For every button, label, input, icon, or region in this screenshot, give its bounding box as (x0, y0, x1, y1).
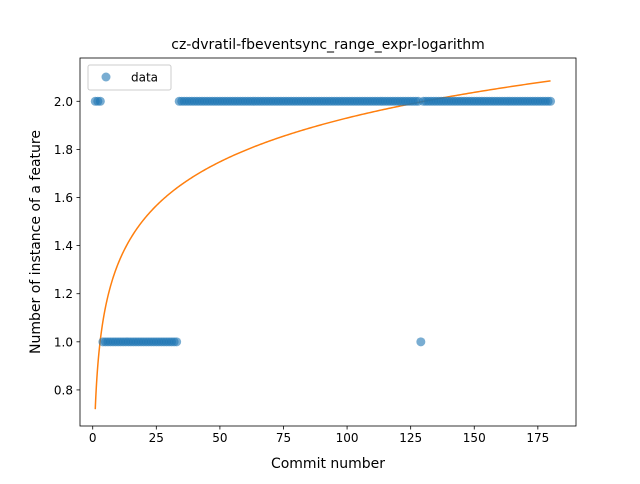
x-tick-label: 175 (526, 431, 549, 445)
x-tick-label: 50 (212, 431, 227, 445)
x-tick-label: 125 (399, 431, 422, 445)
y-tick-label: 2.0 (54, 95, 73, 109)
data-point (95, 96, 105, 106)
legend-label-data: data (131, 71, 158, 85)
y-tick-label: 0.8 (54, 383, 73, 397)
x-axis-ticks: 0 25 50 75 100 125 150 175 (89, 426, 549, 445)
axes-frame (79, 57, 577, 427)
y-axis-ticks: 0.8 1.0 1.2 1.4 1.6 1.8 2.0 (54, 95, 80, 397)
x-axis-label: Commit number (271, 456, 385, 472)
legend: data (87, 64, 172, 91)
data-point (172, 337, 182, 347)
x-tick-label: 100 (336, 431, 359, 445)
data-point (546, 96, 556, 106)
data-points-layer (90, 96, 556, 347)
y-tick-label: 1.2 (54, 287, 73, 301)
y-tick-label: 1.0 (54, 335, 73, 349)
chart-title: cz-dvratil-fbeventsync_range_expr-logari… (171, 37, 485, 53)
y-tick-label: 1.6 (54, 191, 73, 205)
y-tick-label: 1.8 (54, 143, 73, 157)
legend-box (87, 64, 172, 91)
y-tick-label: 1.4 (54, 239, 73, 253)
data-point (416, 337, 426, 347)
x-tick-label: 25 (149, 431, 164, 445)
x-tick-label: 150 (463, 431, 486, 445)
legend-marker-data (101, 72, 111, 82)
plot-area (90, 80, 556, 410)
x-tick-label: 75 (276, 431, 291, 445)
y-axis-label: Number of instance of a feature (28, 130, 44, 354)
x-tick-label: 0 (89, 431, 97, 445)
